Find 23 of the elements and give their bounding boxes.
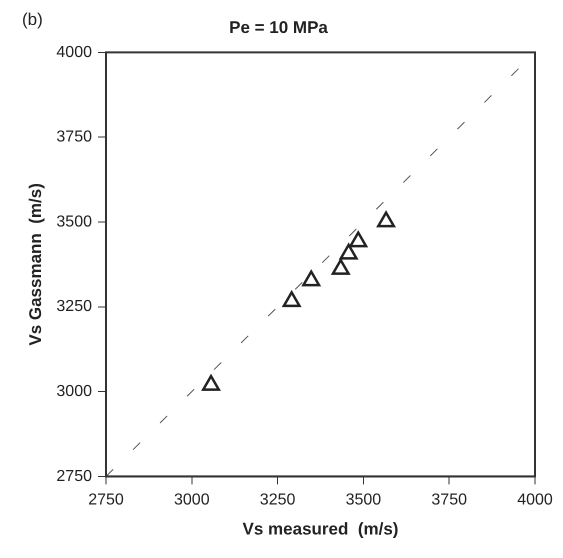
x-axis-title: Vs measured (m/s) <box>242 519 398 538</box>
x-tick-label: 3000 <box>174 491 210 508</box>
text: (b) <box>22 10 43 30</box>
chart-title: Pe = 10 MPa <box>229 18 328 37</box>
point <box>340 244 358 260</box>
point <box>282 291 301 308</box>
y-tick-label: 3000 <box>56 383 92 400</box>
point <box>349 231 368 248</box>
x-tick-label: 4000 <box>517 491 553 508</box>
y-axis-title: Vs Gassmann (m/s) <box>26 183 45 346</box>
x-tick-label: 3750 <box>431 491 468 508</box>
point <box>377 211 396 228</box>
y-tick-label: 2750 <box>56 468 92 485</box>
point <box>332 258 350 275</box>
point <box>302 270 320 286</box>
y-tick-label: 3750 <box>56 128 92 146</box>
y-tick-label: 4000 <box>56 44 92 61</box>
x-tick-label: 3250 <box>260 491 296 508</box>
x-tick-label: 3500 <box>346 491 382 508</box>
y-tick-label: 3250 <box>56 298 92 316</box>
point <box>202 374 220 391</box>
y-tick-label: 3500 <box>56 213 92 230</box>
x-tick-label: 2750 <box>88 491 124 508</box>
